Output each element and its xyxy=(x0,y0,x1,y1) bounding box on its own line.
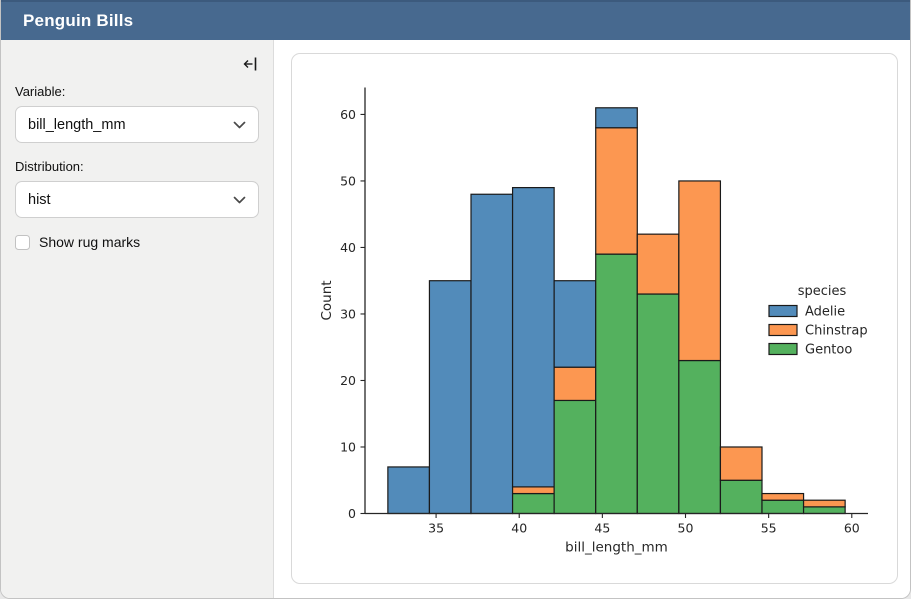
distribution-label: Distribution: xyxy=(15,159,84,174)
svg-text:60: 60 xyxy=(844,521,860,536)
sidebar: Variable: bill_length_mm Distribution: h… xyxy=(1,40,274,598)
svg-text:30: 30 xyxy=(340,306,356,321)
collapse-left-icon xyxy=(242,56,259,75)
sidebar-collapse-button[interactable] xyxy=(239,54,261,76)
svg-text:Count: Count xyxy=(319,280,335,320)
navbar: Penguin Bills xyxy=(1,0,910,40)
rug-checkbox-row: Show rug marks xyxy=(15,234,259,250)
rug-checkbox-label[interactable]: Show rug marks xyxy=(39,234,141,250)
app-title: Penguin Bills xyxy=(23,11,134,30)
variable-select-value: bill_length_mm xyxy=(28,116,126,133)
svg-text:20: 20 xyxy=(340,373,356,388)
histogram-svg: 35 40 45 50 55 60 0 10 20 30 40 50 60 bill_length_mm C… xyxy=(319,87,868,556)
svg-text:Gentoo: Gentoo xyxy=(805,343,852,358)
variable-label: Variable: xyxy=(15,84,66,99)
svg-text:45: 45 xyxy=(594,521,610,536)
rug-checkbox[interactable] xyxy=(15,234,30,250)
main-panel: 35 40 45 50 55 60 0 10 20 30 40 50 60 bill_length_mm C… xyxy=(275,40,910,598)
svg-text:50: 50 xyxy=(340,173,356,188)
svg-text:bill_length_mm: bill_length_mm xyxy=(565,540,668,556)
svg-text:species: species xyxy=(798,284,847,299)
svg-text:Adelie: Adelie xyxy=(805,305,845,320)
svg-text:10: 10 xyxy=(340,439,356,454)
svg-text:Chinstrap: Chinstrap xyxy=(805,324,868,339)
svg-text:35: 35 xyxy=(428,521,444,536)
svg-text:60: 60 xyxy=(340,107,356,122)
distribution-select-value: hist xyxy=(28,191,51,208)
svg-text:55: 55 xyxy=(761,521,777,536)
svg-text:0: 0 xyxy=(348,506,356,521)
chevron-down-icon xyxy=(233,117,246,133)
svg-text:40: 40 xyxy=(340,240,356,255)
plot-card: 35 40 45 50 55 60 0 10 20 30 40 50 60 bill_length_mm C… xyxy=(291,53,898,584)
svg-text:50: 50 xyxy=(678,521,694,536)
chevron-down-icon xyxy=(233,192,246,208)
variable-select[interactable]: bill_length_mm xyxy=(15,106,259,143)
distribution-select[interactable]: hist xyxy=(15,181,259,218)
svg-text:40: 40 xyxy=(511,521,527,536)
